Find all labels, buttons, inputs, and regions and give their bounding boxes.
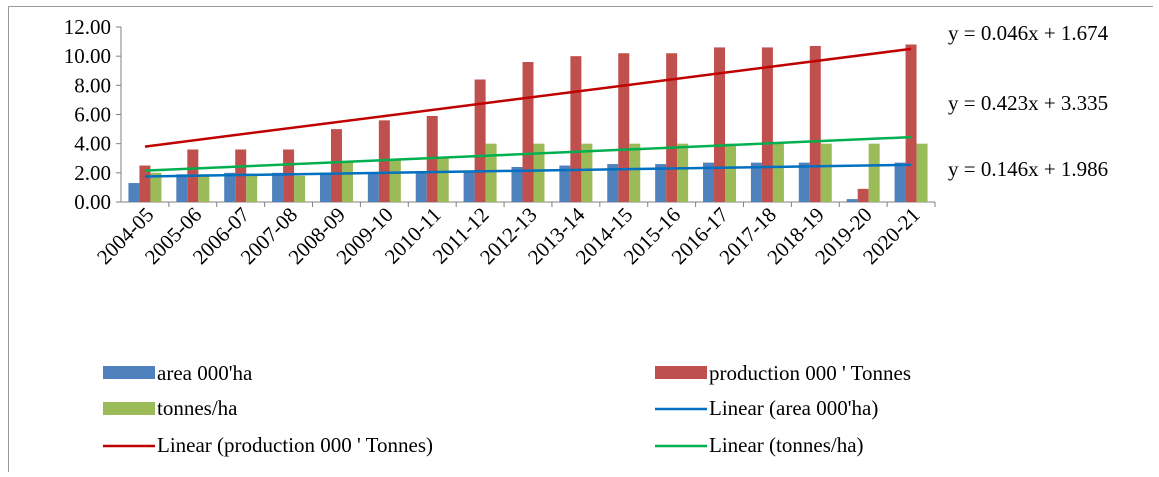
x-tick-group: 2004-052005-062006-072007-082008-092009-… <box>92 202 925 269</box>
bar-tonnes-per-ha <box>581 143 593 202</box>
bar-tonnes-per-ha <box>198 174 210 202</box>
bar-area <box>367 172 379 202</box>
trendlines-group <box>144 47 912 178</box>
equation-tonnes-per-ha: y = 0.146x + 1.986 <box>948 157 1108 181</box>
legend-label-area: area 000'ha <box>157 361 253 385</box>
bar-production <box>618 53 630 202</box>
bar-tonnes-per-ha <box>294 175 306 202</box>
trendline-area <box>144 163 912 178</box>
bar-production <box>570 56 582 202</box>
legend-label-tonnes-trend: Linear (tonnes/ha) <box>709 433 864 457</box>
bar-tonnes-per-ha <box>772 143 784 202</box>
y-tick-label: 2.00 <box>74 161 111 185</box>
bar-production <box>905 44 917 202</box>
bar-production <box>139 165 151 202</box>
bar-area <box>511 167 523 202</box>
bar-production <box>714 47 726 202</box>
legend: area 000'ha production 000 ' Tonnes tonn… <box>103 361 911 457</box>
bar-tonnes-per-ha <box>341 161 353 202</box>
bar-area <box>894 162 906 202</box>
bar-production <box>761 47 773 202</box>
y-tick-label: 8.00 <box>74 73 111 97</box>
legend-swatch-tonnes-per-ha <box>103 402 155 415</box>
bar-tonnes-per-ha <box>677 143 689 202</box>
legend-label-production: production 000 ' Tonnes <box>709 361 911 385</box>
bar-tonnes-per-ha <box>820 143 832 202</box>
bar-area <box>607 164 619 202</box>
equation-area: y = 0.046x + 1.674 <box>948 21 1109 45</box>
y-tick-group: 0.00 2.00 4.00 6.00 8.00 10.00 12.00 <box>64 15 121 214</box>
bar-tonnes-per-ha <box>150 172 162 202</box>
y-tick-label: 0.00 <box>74 190 111 214</box>
bar-tonnes-per-ha <box>725 143 737 202</box>
bar-area <box>559 165 571 202</box>
y-tick-label: 6.00 <box>74 103 111 127</box>
chart-frame <box>8 6 1153 472</box>
bars-group <box>128 44 936 207</box>
y-tick-label: 4.00 <box>74 132 111 156</box>
bar-area <box>224 172 236 202</box>
legend-label-tonnes-per-ha: tonnes/ha <box>157 396 238 420</box>
bar-area <box>272 172 284 202</box>
bar-production <box>857 188 869 202</box>
bar-tonnes-per-ha <box>629 143 641 202</box>
trendline-production <box>144 47 912 148</box>
bar-area <box>463 171 475 202</box>
bar-tonnes-per-ha <box>916 143 928 202</box>
legend-label-area-trend: Linear (area 000'ha) <box>709 396 878 420</box>
bar-area <box>703 162 715 202</box>
bar-tonnes-per-ha <box>868 143 880 202</box>
bar-tonnes-per-ha <box>485 143 497 202</box>
equation-production: y = 0.423x + 3.335 <box>948 91 1108 115</box>
bar-area <box>655 164 667 202</box>
bar-tonnes-per-ha <box>246 175 258 202</box>
bar-tonnes-per-ha <box>389 159 401 202</box>
bar-area <box>750 162 762 202</box>
bar-area <box>128 183 140 202</box>
y-tick-label: 12.00 <box>64 15 111 39</box>
bar-production <box>474 79 486 202</box>
bar-production <box>522 62 534 202</box>
bar-production <box>330 129 342 202</box>
bar-tonnes-per-ha <box>437 158 449 202</box>
bar-area <box>415 172 427 202</box>
bar-production <box>809 45 821 203</box>
legend-swatch-production <box>655 366 707 379</box>
bar-area <box>176 174 188 202</box>
trendline-tonnes-per-ha <box>144 135 912 172</box>
y-tick-label: 10.00 <box>64 44 111 68</box>
bar-production <box>666 53 678 202</box>
bar-area <box>798 162 810 202</box>
bar-production <box>283 149 295 202</box>
legend-swatch-area <box>103 366 155 379</box>
bar-tonnes-per-ha <box>533 143 545 202</box>
bar-area <box>319 172 331 202</box>
bar-area <box>846 199 858 202</box>
legend-label-production-trend: Linear (production 000 ' Tonnes) <box>157 433 433 457</box>
